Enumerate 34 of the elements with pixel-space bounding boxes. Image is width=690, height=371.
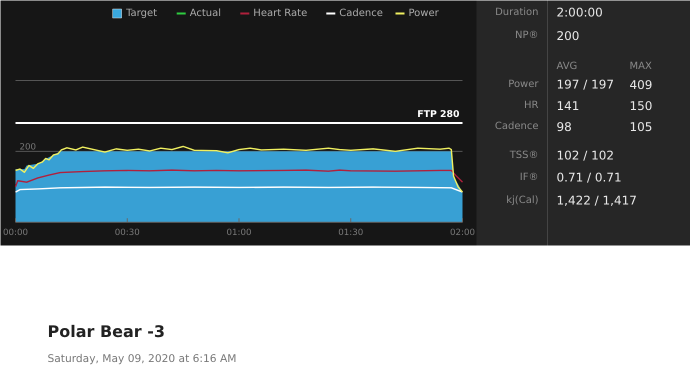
text: 197 / 197 <box>556 78 614 92</box>
text: 150 <box>630 99 652 113</box>
text: 102 / 102 <box>556 148 614 162</box>
text: MAX <box>630 61 652 72</box>
legend-label: Cadence <box>339 8 383 19</box>
legend-label: Actual <box>190 8 222 19</box>
text: TSS® <box>508 150 539 161</box>
x-tick-label: 01:00 <box>226 228 252 238</box>
text: Power <box>508 79 540 90</box>
text: 105 <box>630 120 652 134</box>
x-tick-label: 00:30 <box>114 228 140 238</box>
text: 0.71 / 0.71 <box>556 170 622 184</box>
text: Polar Bear -3 <box>48 322 166 341</box>
text: Saturday, May 09, 2020 at 6:16 AM <box>48 352 236 365</box>
legend-label: Heart Rate <box>253 8 308 19</box>
legend-label: Target <box>125 8 158 19</box>
text: kj(Cal) <box>506 195 539 206</box>
text: HR <box>524 100 539 111</box>
text: Duration <box>495 7 539 18</box>
text: NP® <box>514 30 539 41</box>
text: 2:00:00 <box>556 6 603 20</box>
text: IF® <box>520 172 538 183</box>
x-tick-label: 00:00 <box>3 228 28 238</box>
text: AVG <box>556 61 578 72</box>
text: 1,422 / 1,417 <box>556 194 637 208</box>
text: 141 <box>556 99 580 113</box>
x-tick-label: 02:00 <box>450 228 475 238</box>
text: Cadence <box>494 121 539 132</box>
text: 200 <box>556 29 580 43</box>
text: 409 <box>630 78 652 92</box>
ref-line-label: FTP 280 <box>417 109 460 120</box>
x-tick-label: 01:30 <box>338 228 364 238</box>
text: 98 <box>556 120 572 134</box>
legend-label: Power <box>408 8 440 19</box>
